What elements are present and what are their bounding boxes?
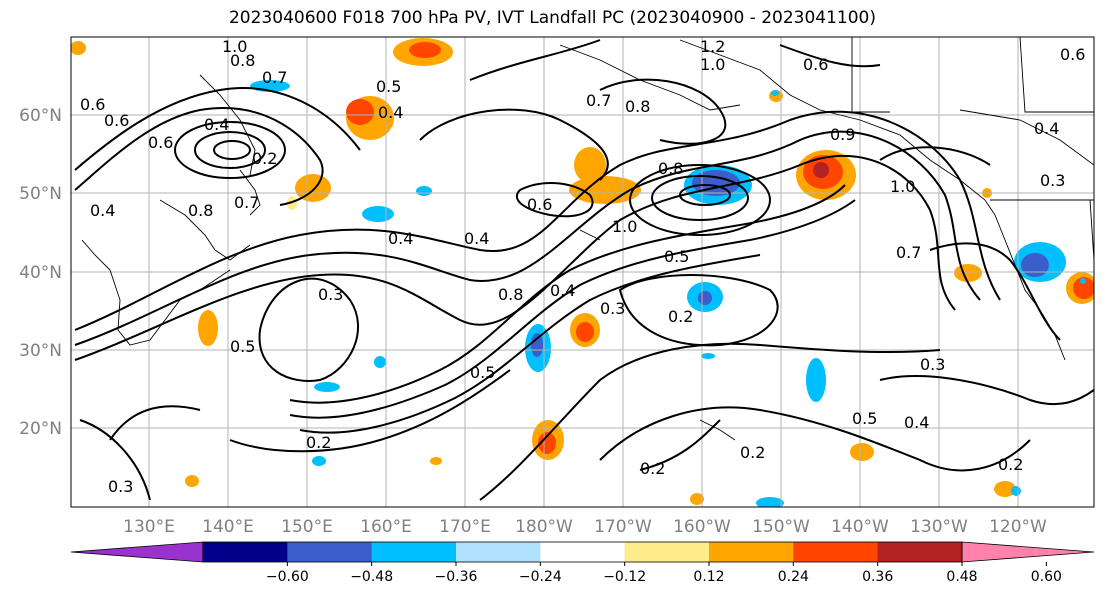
contour-label: 0.3 [920,355,945,374]
contour-label: 0.3 [318,285,343,304]
contour-label: 0.3 [1040,171,1065,190]
lon-label: 170°W [594,517,652,537]
colorbar-tick-label: 0.48 [946,569,977,585]
contour-label: 0.9 [830,125,855,144]
colorbar-tick-label: 0.36 [862,569,893,585]
colorbar-tick-label: −0.48 [350,569,393,585]
lon-label: 160°E [360,517,412,537]
lat-label: 20°N [19,419,62,439]
colorbar-tick-label: 0.12 [693,569,724,585]
colorbar-tick-label: −0.24 [519,569,562,585]
contour-label: 0.4 [388,229,413,248]
lon-label: 180°W [515,517,573,537]
lon-label: 150°W [752,517,810,537]
colorbar-segment [624,542,710,562]
contour-label: 0.2 [306,433,331,452]
contour-label: 0.2 [640,459,665,478]
contour-label: 1.0 [890,177,915,196]
contour-label: 0.4 [90,201,115,220]
colorbar [70,541,1095,563]
lon-label: 130°W [910,517,968,537]
contour-label: 0.8 [625,97,650,116]
pv-shading [71,38,1094,507]
colorbar-extend-low [70,541,204,563]
contour-label: 0.4 [1034,119,1059,138]
contour-label: 0.8 [230,51,255,70]
lat-label: 30°N [19,341,62,361]
contour-label: 0.2 [252,149,277,168]
lon-label: 140°W [831,517,889,537]
colorbar-tick-label: −0.60 [266,569,309,585]
lon-axis-labels: 130°E 140°E 150°E 160°E 170°E 180°W 170°… [123,517,1047,537]
contour-label: 0.8 [188,201,213,220]
lon-label: 140°E [202,517,254,537]
contour-label: 0.5 [470,363,495,382]
lat-label: 60°N [19,106,62,126]
contour-label: 1.0 [612,217,637,236]
contour-label: 0.4 [904,413,929,432]
colorbar-segment [709,542,794,562]
colorbar-segment [203,542,288,562]
contour-label: 0.6 [803,55,828,74]
colorbar-segment [793,542,879,562]
contour-label: 0.7 [234,193,259,212]
contour-label: 0.8 [498,285,523,304]
colorbar-tick-label: −0.36 [435,569,478,585]
contour-label: 0.7 [262,68,287,87]
contour-label: 0.5 [376,77,401,96]
contour-label: 0.3 [108,477,133,496]
coastlines [81,37,1094,441]
contour-label: 0.4 [464,229,489,248]
colorbar-segment [877,542,963,562]
contour-label: 0.3 [600,299,625,318]
contour-label: 0.8 [658,159,683,178]
contour-label-layer: 1.0 0.8 0.7 0.5 0.4 1.2 1.0 0.7 0.8 0.6 … [80,37,1085,496]
lon-label: 170°E [439,517,491,537]
colorbar-tick-label: −0.12 [603,569,646,585]
contour-label: 0.4 [550,281,575,300]
lon-label: 120°W [989,517,1047,537]
contour-label: 0.2 [998,455,1023,474]
colorbar-segment [371,542,457,562]
colorbar-tick-label: 0.60 [1031,569,1062,585]
contour-label: 0.5 [230,337,255,356]
contour-label: 0.6 [104,111,129,130]
contour-label: 1.2 [700,37,725,56]
contour-label: 0.7 [586,91,611,110]
map-title: 2023040600 F018 700 hPa PV, IVT Landfall… [228,8,876,28]
contour-label: 0.4 [204,115,229,134]
colorbar-tick-label: 0.24 [778,569,809,585]
contour-label: 0.2 [668,307,693,326]
contour-label: 0.4 [378,103,403,122]
map-frame [70,36,1095,508]
contour-label: 0.6 [527,195,552,214]
contour-label: 1.0 [222,37,247,56]
lat-label: 40°N [19,263,62,283]
colorbar-ticks: −0.60 −0.48 −0.36 −0.24 −0.12 0.12 0.24 0.36 0.4… [266,562,1062,585]
contour-label: 0.5 [664,247,689,266]
contour-label: 0.6 [1060,45,1085,64]
colorbar-segment [540,542,626,562]
colorbar-frame [202,541,963,563]
lon-label: 150°E [281,517,333,537]
colorbar-segment [287,542,373,562]
contour-label: 0.7 [896,243,921,262]
contour-label: 0.6 [80,95,105,114]
lat-axis-labels: 60°N 50°N 40°N 30°N 20°N [19,106,62,439]
lat-label: 50°N [19,184,62,204]
contour-label: 1.0 [700,55,725,74]
contour-label: 0.2 [740,443,765,462]
colorbar-extend-high [961,541,1095,563]
colorbar-segment [456,542,541,562]
lon-label: 160°W [673,517,731,537]
lon-label: 130°E [123,517,175,537]
contour-label: 0.6 [148,133,173,152]
contour-label: 0.5 [852,409,877,428]
pv-contours [74,39,1094,501]
gridlines [71,37,1094,507]
